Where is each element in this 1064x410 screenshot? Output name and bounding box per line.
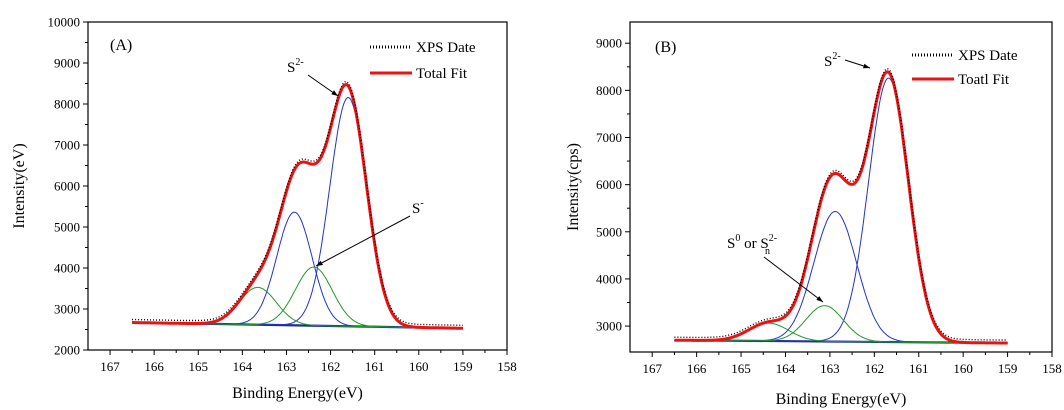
annotation-s0-superscript: 0 [735, 233, 740, 244]
fit-component-2 [132, 211, 463, 329]
x-tick-label: 164 [233, 359, 253, 374]
annotation-s0-text: S [727, 236, 735, 252]
x-tick-label: 161 [909, 361, 929, 376]
legend-fit-label: Toatl Fit [958, 72, 1010, 88]
annotation-s2-superscript: 2- [832, 51, 840, 62]
x-tick-label: 167 [100, 359, 120, 374]
annotation-s2-text: S [824, 54, 832, 70]
y-tick-label: 9000 [54, 56, 80, 71]
total-fit-line [674, 70, 1008, 345]
panel-label: (A) [110, 37, 132, 54]
y-tick-label: 7000 [54, 138, 80, 153]
x-tick-label: 159 [998, 361, 1018, 376]
y-tick-label: 3000 [596, 319, 622, 334]
x-tick-label: 163 [820, 361, 840, 376]
y-tick-label: 6000 [596, 177, 622, 192]
fit-component-2 [674, 210, 1008, 344]
plot-frame [629, 21, 1053, 353]
x-tick-label: 164 [776, 361, 796, 376]
x-axis-title: Binding Energy(eV) [232, 385, 363, 402]
fit-component-3 [674, 305, 1008, 344]
x-tick-label: 167 [642, 361, 662, 376]
annotation-s0-arrow [763, 256, 824, 303]
annotation-s2-label: S2- [287, 57, 304, 76]
y-axis-title: Intensity(cps) [565, 143, 582, 231]
x-tick-label: 158 [497, 359, 517, 374]
x-axis-title: Binding Energy(eV) [776, 391, 907, 408]
y-tick-label: 8000 [54, 97, 80, 112]
annotation-s2-label: S2- [824, 51, 841, 70]
y-axis-title: Intensity(eV) [11, 143, 28, 228]
y-tick-label: 10000 [48, 15, 81, 30]
fit-component-3 [132, 266, 463, 329]
legend-xps-label: XPS Date [416, 40, 476, 56]
y-tick-label: 6000 [54, 179, 80, 194]
x-tick-label: 162 [865, 361, 885, 376]
annotation-s1-label: S- [412, 198, 424, 217]
annotation-s1-text: S [412, 201, 420, 217]
annotation-s0-arrow-head [816, 296, 823, 302]
annotation-sn-subscript: n [765, 246, 770, 257]
panel-a: 167 166 165 164 163 162 161 160 159 158 2000 3000 40… [11, 15, 517, 403]
x-tick-label: 161 [365, 359, 385, 374]
xps-data-line [132, 80, 463, 326]
annotation-s1-arrow-head [316, 260, 323, 266]
annotation-s0-label: S0 or S2- n [727, 233, 777, 257]
x-tick-label: 160 [409, 359, 429, 374]
x-tick-label: 165 [731, 361, 751, 376]
legend-xps-label: XPS Date [958, 48, 1018, 64]
y-tick-label: 7000 [596, 130, 622, 145]
y-tick-label: 5000 [596, 224, 622, 239]
annotation-s2-arrow-head [331, 90, 338, 96]
annotation-s2-text: S [287, 60, 295, 76]
panel-label: (B) [655, 39, 676, 56]
y-tick-label: 8000 [596, 83, 622, 98]
x-tick-label: 166 [144, 359, 164, 374]
x-tick-label: 159 [453, 359, 473, 374]
x-tick-label: 160 [953, 361, 973, 376]
y-tick-label: 3000 [54, 302, 80, 317]
x-tick-label: 162 [321, 359, 341, 374]
x-tick-label: 166 [687, 361, 707, 376]
fit-component-1 [674, 77, 1008, 344]
y-tick-label: 4000 [596, 271, 622, 286]
panel-b: 167 166 165 164 163 162 161 160 159 158 3000 4000 50… [565, 21, 1062, 408]
total-fit-line [132, 83, 463, 330]
legend-fit-label: Total Fit [416, 66, 468, 82]
annotation-s2-arrow-head [863, 63, 870, 69]
annotation-sn-superscript: 2- [769, 233, 777, 244]
annotation-sn-text: or S [740, 236, 768, 252]
annotation-s1-arrow [315, 215, 411, 267]
y-tick-label: 5000 [54, 220, 80, 235]
y-tick-label: 4000 [54, 261, 80, 276]
xps-data-line [674, 68, 1008, 341]
y-tick-label: 2000 [54, 343, 80, 358]
annotation-s2-superscript: 2- [295, 57, 303, 68]
y-tick-label: 9000 [596, 36, 622, 51]
x-tick-label: 163 [277, 359, 297, 374]
x-tick-label: 165 [189, 359, 209, 374]
x-tick-label: 158 [1042, 361, 1062, 376]
annotation-s1-superscript: - [420, 198, 423, 209]
